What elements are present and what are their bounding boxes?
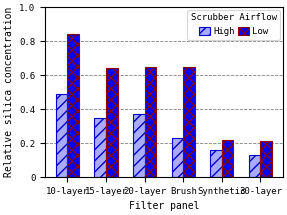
Bar xyxy=(133,114,145,177)
Y-axis label: Relative silica concentration: Relative silica concentration xyxy=(4,7,13,177)
Bar xyxy=(210,150,222,177)
Bar xyxy=(67,34,79,177)
Bar xyxy=(260,141,272,177)
Bar xyxy=(249,155,260,177)
Bar xyxy=(172,138,183,177)
Legend: High, Low: High, Low xyxy=(187,10,280,40)
Bar xyxy=(145,67,156,177)
Bar xyxy=(106,68,118,177)
X-axis label: Filter panel: Filter panel xyxy=(129,201,199,211)
Bar xyxy=(56,94,67,177)
Bar xyxy=(94,118,106,177)
Bar xyxy=(183,67,195,177)
Bar xyxy=(222,140,233,177)
